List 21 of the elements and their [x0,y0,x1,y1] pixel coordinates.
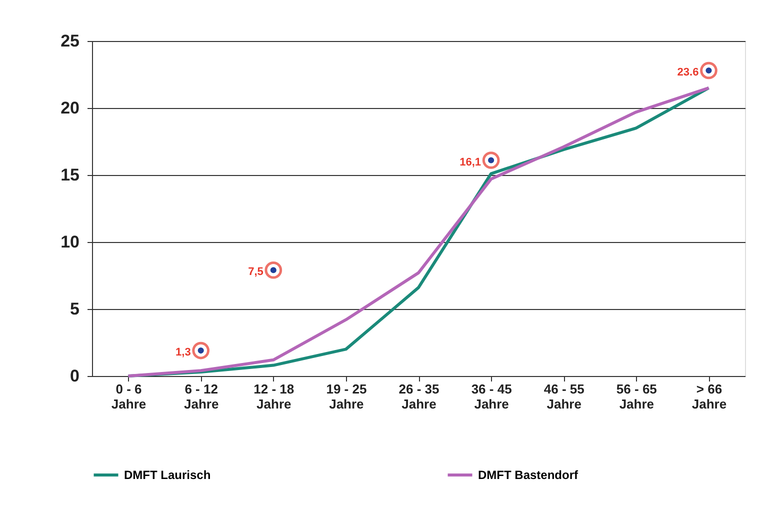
x-tick-label: 0 - 6 Jahre [111,382,146,412]
annotation: 1,3 [176,346,191,359]
annotation: 16,1 [460,156,482,168]
x-tick-label: 56 - 65 Jahre [616,382,657,412]
y-tick-label: 0 [70,366,80,386]
y-tick-label: 25 [60,32,80,50]
x-tick-label: 19 - 25 Jahre [326,382,367,412]
x-tick-label: 12 - 18 Jahre [254,382,294,412]
x-tick-label: 26 - 35 Jahre [398,382,440,412]
legend-label: DMFT Laurisch [124,468,211,482]
y-tick-label: 15 [60,166,80,184]
x-tick-label: 36 - 45 Jahre [471,382,512,412]
annotation: 7,5 [248,266,264,278]
y-tick-label: 5 [70,300,80,318]
x-tick-label: 6 - 12 Jahre [184,382,219,412]
y-tick-label: 20 [60,98,80,118]
annotation: 23.6 [677,66,699,78]
y-tick-label: 10 [60,232,80,252]
legend-label: DMFT Bastendorf [478,468,579,482]
x-tick-label: 46 - 55 Jahre [544,382,584,412]
x-tick-label: > 66 Jahre [692,382,727,412]
